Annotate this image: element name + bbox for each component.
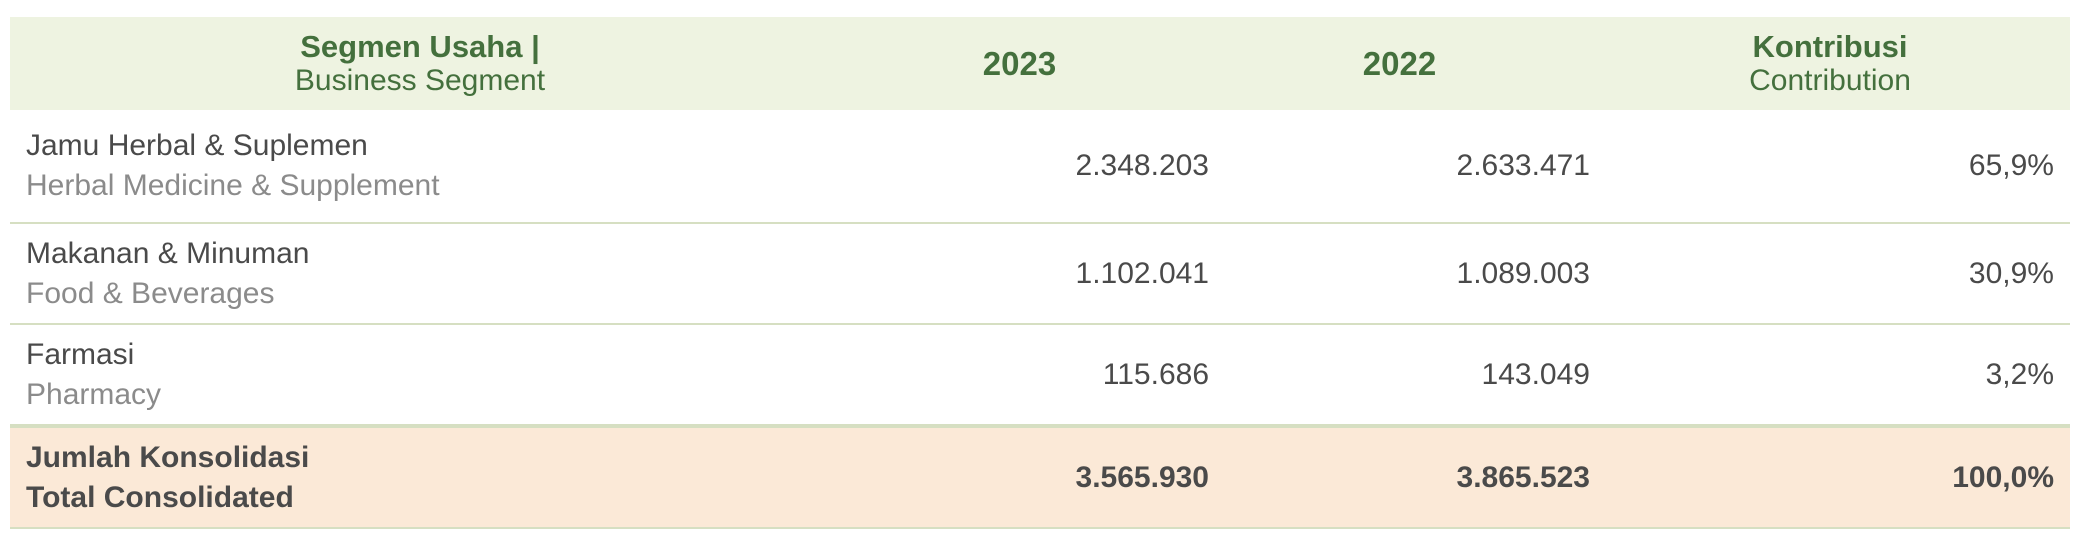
value-2023: 2.348.203 bbox=[1075, 149, 1209, 182]
segment-cell: Makanan & Minuman Food & Beverages bbox=[10, 234, 830, 314]
business-segment-table: Segmen Usaha | Business Segment 2023 202… bbox=[10, 17, 2070, 529]
value-2023-cell: 1.102.041 bbox=[830, 254, 1209, 294]
table-row: Makanan & Minuman Food & Beverages 1.102… bbox=[10, 224, 2070, 325]
header-year-2022-label: 2022 bbox=[1362, 44, 1437, 82]
total-contribution-value: 100,0% bbox=[1952, 460, 2054, 494]
header-contribution-en: Contribution bbox=[1749, 63, 1911, 97]
total-2023-cell: 3.565.930 bbox=[830, 458, 1209, 498]
segment-name-en: Pharmacy bbox=[26, 377, 162, 411]
header-contribution-id: Kontribusi bbox=[1752, 28, 1908, 64]
value-2023: 1.102.041 bbox=[1075, 256, 1209, 290]
segment-name-id: Makanan & Minuman bbox=[26, 236, 310, 270]
segment-name-id: Farmasi bbox=[26, 337, 135, 371]
value-2022-cell: 1.089.003 bbox=[1209, 254, 1590, 294]
segment-name-en: Food & Beverages bbox=[26, 276, 275, 310]
value-2022: 2.633.471 bbox=[1456, 149, 1590, 182]
value-2022-cell: 143.049 bbox=[1209, 355, 1590, 395]
value-2022: 143.049 bbox=[1481, 357, 1590, 391]
total-2022-cell: 3.865.523 bbox=[1209, 458, 1590, 498]
segment-name-en: Herbal Medicine & Supplement bbox=[26, 169, 440, 202]
total-value-2022: 3.865.523 bbox=[1456, 460, 1590, 494]
segment-cell: Farmasi Pharmacy bbox=[10, 335, 830, 415]
table-row: Farmasi Pharmacy 115.686 143.049 3,2% bbox=[10, 325, 2070, 426]
contribution-cell: 3,2% bbox=[1590, 355, 2070, 395]
total-row: Jumlah Konsolidasi Total Consolidated 3.… bbox=[10, 426, 2070, 529]
value-2022-cell: 2.633.471 bbox=[1209, 146, 1590, 186]
contribution-cell: 65,9% bbox=[1590, 146, 2070, 186]
value-2023-cell: 115.686 bbox=[830, 355, 1209, 395]
header-segment-en: Business Segment bbox=[294, 63, 546, 97]
contribution-value: 30,9% bbox=[1968, 256, 2054, 290]
value-2022: 1.089.003 bbox=[1456, 256, 1590, 290]
contribution-cell: 30,9% bbox=[1590, 254, 2070, 294]
contribution-value: 3,2% bbox=[1985, 357, 2054, 391]
segment-name-id: Jamu Herbal & Suplemen bbox=[26, 129, 368, 162]
total-label-cell: Jumlah Konsolidasi Total Consolidated bbox=[10, 438, 830, 518]
total-label-en: Total Consolidated bbox=[26, 480, 294, 514]
table-row: Jamu Herbal & Suplemen Herbal Medicine &… bbox=[10, 110, 2070, 224]
header-contribution: Kontribusi Contribution bbox=[1590, 28, 2070, 98]
table-header: Segmen Usaha | Business Segment 2023 202… bbox=[10, 17, 2070, 110]
header-segment-id: Segmen Usaha | bbox=[300, 28, 540, 64]
header-year-2023-label: 2023 bbox=[982, 44, 1057, 82]
contribution-value: 65,9% bbox=[1968, 149, 2054, 182]
total-value-2023: 3.565.930 bbox=[1075, 460, 1209, 494]
value-2023: 115.686 bbox=[1102, 357, 1209, 391]
total-label-id: Jumlah Konsolidasi bbox=[26, 440, 310, 474]
value-2023-cell: 2.348.203 bbox=[830, 146, 1209, 186]
header-segment: Segmen Usaha | Business Segment bbox=[10, 28, 830, 98]
header-year-2022: 2022 bbox=[1209, 44, 1590, 84]
total-contribution-cell: 100,0% bbox=[1590, 458, 2070, 498]
header-year-2023: 2023 bbox=[830, 44, 1209, 84]
segment-cell: Jamu Herbal & Suplemen Herbal Medicine &… bbox=[10, 126, 830, 206]
